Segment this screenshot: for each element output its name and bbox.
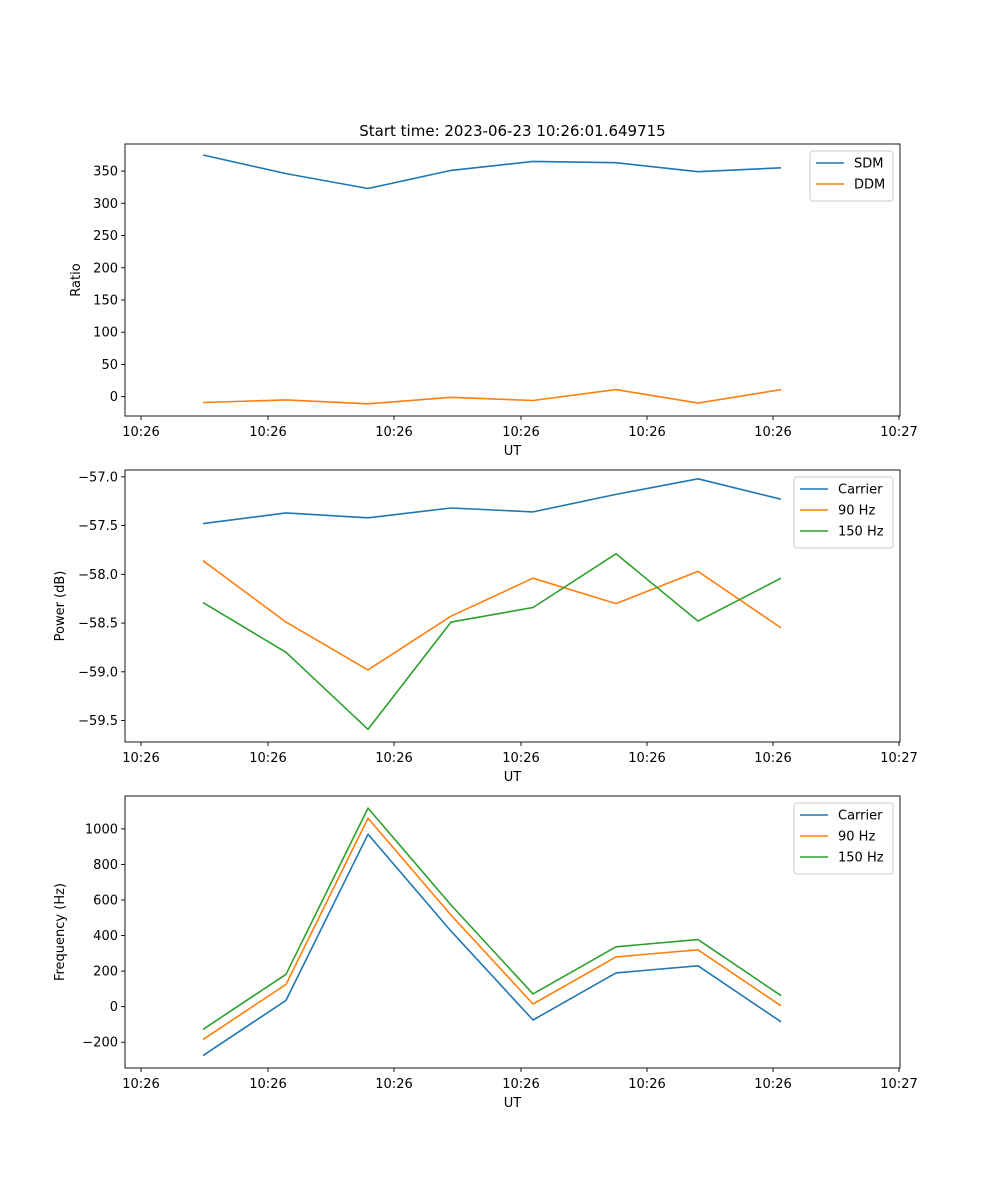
x-tick-label: 10:27: [880, 1077, 917, 1092]
x-tick-label: 10:26: [249, 425, 286, 440]
chart-panel-3: −200 0 200 400 600 800 1000 10:26 10:26 10:26 10:2…: [53, 795, 918, 1111]
x-tick-label: 10:26: [375, 751, 412, 766]
x-tick-label: 10:26: [754, 1077, 791, 1092]
legend: SDM DDM: [809, 150, 894, 202]
y-tick-label: −58.5: [78, 617, 118, 632]
y-axis-label: Power (dB): [53, 571, 68, 642]
y-tick-label: 600: [93, 894, 118, 909]
x-tick-label: 10:26: [122, 1077, 159, 1092]
axes-frame: [124, 795, 901, 1069]
legend: Carrier 90 Hz 150 Hz: [793, 476, 894, 549]
x-axis-label: UT: [504, 770, 522, 785]
y-tick-label: 200: [93, 261, 118, 276]
x-tick-label: 10:26: [122, 751, 159, 766]
y-tick-label: −59.0: [78, 665, 118, 680]
x-tick-label: 10:26: [249, 1077, 286, 1092]
series-line-3: [202, 552, 782, 731]
series-line-1: [202, 833, 782, 1057]
legend-label: 150 Hz: [838, 525, 884, 540]
series-line-1: [202, 477, 782, 525]
y-tick-label: 0: [110, 1000, 118, 1015]
x-tick-label: 10:27: [880, 751, 917, 766]
y-tick-label: −200: [82, 1036, 118, 1051]
y-tick-label: 250: [93, 229, 118, 244]
x-tick-label: 10:26: [122, 425, 159, 440]
y-tick-label: 50: [101, 358, 118, 373]
chart-panel-2: −57.0 −57.5 −58.0 −58.5 −59.0 −59.5 10:26 10:26…: [53, 469, 918, 785]
y-tick-label: −58.0: [78, 568, 118, 583]
legend-label: DDM: [854, 178, 885, 193]
y-tick-label: 800: [93, 858, 118, 873]
x-axis-label: UT: [504, 1096, 522, 1111]
x-tick-label: 10:26: [628, 751, 665, 766]
y-tick-label: 0: [110, 390, 118, 405]
axes-frame: [124, 469, 901, 743]
x-tick-label: 10:26: [628, 1077, 665, 1092]
x-tick-label: 10:26: [754, 751, 791, 766]
y-tick-label: −59.5: [78, 714, 118, 729]
series-line-2: [202, 388, 782, 405]
y-tick-label: −57.0: [78, 470, 118, 485]
x-tick-label: 10:26: [754, 425, 791, 440]
y-tick-label: 100: [93, 326, 118, 341]
series-line-3: [202, 807, 782, 1031]
x-axis-label: UT: [504, 444, 522, 459]
x-tick-label: 10:26: [502, 1077, 539, 1092]
y-axis-label: Frequency (Hz): [53, 883, 68, 981]
series-line-2: [202, 560, 782, 671]
y-axis-label: Ratio: [69, 263, 84, 296]
chart-panel-1: 0 50 100 150 200 250 300 350 10:26 10:26 10:26 10:2…: [69, 143, 918, 459]
x-tick-label: 10:26: [502, 425, 539, 440]
y-tick-label: 400: [93, 929, 118, 944]
x-tick-label: 10:26: [628, 425, 665, 440]
y-tick-label: 300: [93, 197, 118, 212]
y-tick-label: 200: [93, 965, 118, 980]
y-tick-label: 150: [93, 293, 118, 308]
series-line-2: [202, 817, 782, 1041]
series-line-1: [202, 154, 782, 190]
x-tick-label: 10:27: [880, 425, 917, 440]
legend-label: Carrier: [838, 809, 883, 824]
legend-label: Carrier: [838, 483, 883, 498]
x-tick-label: 10:26: [375, 425, 412, 440]
legend-label: SDM: [854, 157, 883, 172]
figure-title: Start time: 2023-06-23 10:26:01.649715: [359, 122, 665, 140]
legend-label: 150 Hz: [838, 851, 884, 866]
legend: Carrier 90 Hz 150 Hz: [793, 802, 894, 875]
legend-label: 90 Hz: [838, 830, 875, 845]
x-tick-label: 10:26: [375, 1077, 412, 1092]
axes-frame: [124, 143, 901, 417]
y-tick-label: 350: [93, 165, 118, 180]
x-tick-label: 10:26: [502, 751, 539, 766]
y-tick-label: 1000: [85, 822, 118, 837]
y-tick-label: −57.5: [78, 519, 118, 534]
x-tick-label: 10:26: [249, 751, 286, 766]
legend-label: 90 Hz: [838, 504, 875, 519]
